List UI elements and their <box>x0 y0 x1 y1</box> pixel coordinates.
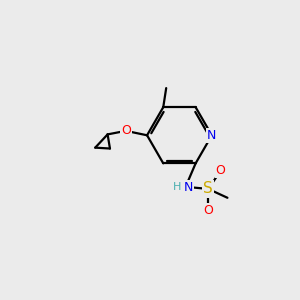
Text: N: N <box>207 129 217 142</box>
Text: S: S <box>203 182 213 196</box>
Text: N: N <box>184 181 193 194</box>
Text: O: O <box>216 164 226 177</box>
Text: O: O <box>121 124 131 137</box>
Text: H: H <box>173 182 181 193</box>
Text: O: O <box>203 204 213 217</box>
